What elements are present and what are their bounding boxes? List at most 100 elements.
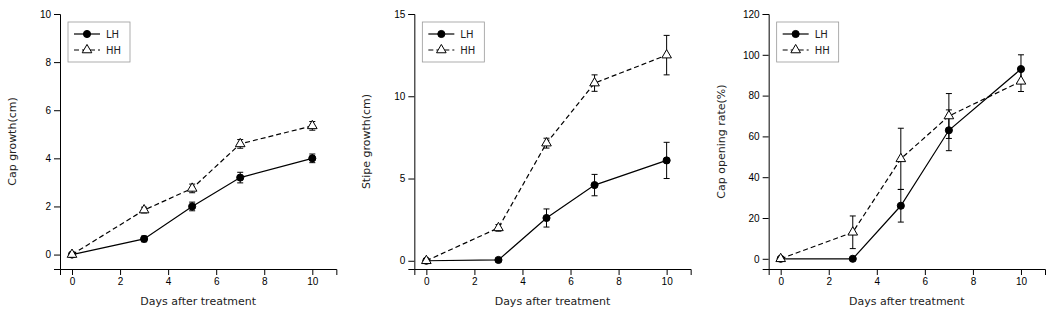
y-tick: 10 xyxy=(394,91,414,102)
point-marker xyxy=(897,202,904,209)
x-axis-line xyxy=(61,270,337,276)
series-line xyxy=(426,55,666,261)
x-axis-line xyxy=(415,270,691,276)
y-tick-label: 40 xyxy=(749,172,761,183)
x-tick-mark xyxy=(522,269,523,275)
y-tick-label: 60 xyxy=(749,131,761,142)
point-marker xyxy=(662,50,672,58)
x-tick: 0 xyxy=(778,269,784,287)
x-tick-mark xyxy=(474,269,475,275)
x-tick-label: 6 xyxy=(568,276,574,287)
y-tick-label: 2 xyxy=(45,201,51,212)
point-marker xyxy=(309,155,316,162)
x-tick-mark xyxy=(1021,269,1022,275)
y-tick-mark xyxy=(763,136,769,137)
y-tick: 0 xyxy=(45,249,60,260)
y-tick-mark xyxy=(763,177,769,178)
x-tick-label: 4 xyxy=(875,276,881,287)
y-tick-mark xyxy=(408,179,414,180)
point-marker xyxy=(187,183,197,191)
y-axis-line xyxy=(408,15,415,270)
x-tick: 4 xyxy=(875,269,881,287)
y-tick-mark xyxy=(763,259,769,260)
y-tick: 15 xyxy=(394,9,414,20)
x-tick-mark xyxy=(312,269,313,275)
x-tick-mark xyxy=(877,269,878,275)
x-tick-label: 2 xyxy=(826,276,832,287)
x-axis: 0246810 xyxy=(415,269,691,287)
y-tick-mark xyxy=(408,14,414,15)
point-marker xyxy=(896,153,906,161)
x-axis: 0246810 xyxy=(769,269,1045,287)
error-bar xyxy=(543,209,549,227)
x-tick-mark xyxy=(216,269,217,275)
error-bar xyxy=(592,174,598,195)
x-tick-label: 0 xyxy=(778,276,784,287)
series-line xyxy=(426,160,666,260)
x-tick-label: 4 xyxy=(166,276,172,287)
y-tick: 120 xyxy=(743,9,769,20)
y-tick-label: 0 xyxy=(45,249,51,260)
x-tick-label: 0 xyxy=(424,276,430,287)
x-axis: 0246810 xyxy=(61,269,337,287)
legend-entry: HH xyxy=(783,44,830,55)
y-tick-label: 6 xyxy=(45,105,51,116)
legend-label: HH xyxy=(460,45,475,56)
y-tick-label: 15 xyxy=(394,9,406,20)
x-tick-mark xyxy=(168,269,169,275)
legend-label: LH xyxy=(460,29,473,40)
x-tick-label: 6 xyxy=(923,276,929,287)
legend-label: HH xyxy=(106,45,121,56)
figure: 02468100246810Days after treatmentCap gr… xyxy=(0,0,1063,315)
y-axis-line xyxy=(54,15,61,270)
x-axis-title: Days after treatment xyxy=(140,295,256,308)
x-axis-title: Days after treatment xyxy=(495,295,611,308)
y-tick-label: 10 xyxy=(394,91,406,102)
x-tick: 10 xyxy=(1016,269,1028,287)
point-marker xyxy=(849,255,856,262)
x-tick-mark xyxy=(426,269,427,275)
y-tick: 20 xyxy=(749,213,769,224)
x-tick-label: 2 xyxy=(472,276,478,287)
legend-marker xyxy=(82,44,92,52)
point-marker xyxy=(422,255,432,263)
x-tick: 8 xyxy=(262,269,268,287)
point-marker xyxy=(67,249,77,257)
plot-area xyxy=(422,35,672,264)
y-axis-line xyxy=(763,15,770,270)
legend-marker xyxy=(438,30,445,37)
y-tick-mark xyxy=(54,158,60,159)
y-tick-mark xyxy=(763,218,769,219)
series-line xyxy=(72,158,312,254)
x-tick-label: 0 xyxy=(70,276,76,287)
x-tick-label: 8 xyxy=(262,276,268,287)
x-tick-mark xyxy=(925,269,926,275)
legend-label: HH xyxy=(815,45,830,56)
y-tick-mark xyxy=(408,261,414,262)
x-tick: 10 xyxy=(307,269,319,287)
x-tick-mark xyxy=(571,269,572,275)
x-tick: 0 xyxy=(70,269,76,287)
y-tick: 4 xyxy=(45,153,60,164)
x-axis-line xyxy=(769,270,1045,276)
y-tick-mark xyxy=(408,96,414,97)
point-marker xyxy=(141,235,148,242)
point-marker xyxy=(848,227,858,235)
y-axis: 020406080100120 xyxy=(743,9,769,270)
y-tick: 6 xyxy=(45,105,60,116)
legend-box xyxy=(422,22,484,62)
legend: LHHH xyxy=(68,22,130,62)
y-tick-label: 5 xyxy=(400,173,406,184)
y-tick-mark xyxy=(763,96,769,97)
series-line xyxy=(781,69,1021,259)
plot-area xyxy=(67,120,317,258)
error-bar xyxy=(237,172,243,183)
y-tick-mark xyxy=(763,55,769,56)
legend-label: LH xyxy=(815,29,828,40)
point-marker xyxy=(542,138,552,146)
x-tick-mark xyxy=(973,269,974,275)
x-tick: 2 xyxy=(118,269,124,287)
y-tick: 80 xyxy=(749,90,769,101)
x-axis-title: Days after treatment xyxy=(849,295,965,308)
point-marker xyxy=(495,256,502,263)
